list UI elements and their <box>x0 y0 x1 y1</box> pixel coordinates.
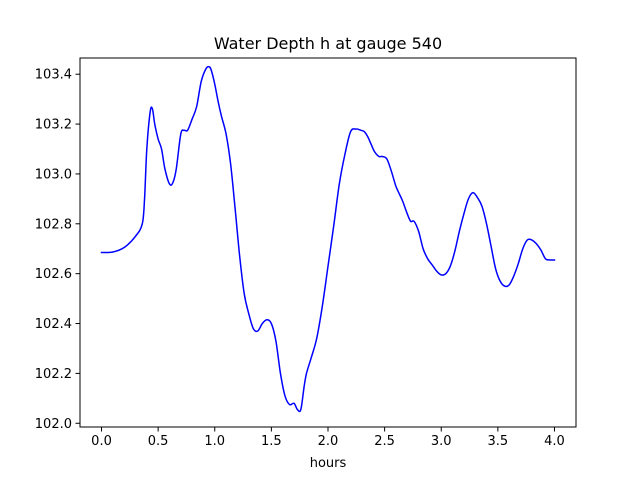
chart-title: Water Depth h at gauge 540 <box>214 34 442 53</box>
y-tick-label: 102.2 <box>35 367 72 382</box>
x-tick-label: 4.0 <box>544 434 565 449</box>
y-tick-label: 103.4 <box>35 68 72 83</box>
y-tick-label: 102.8 <box>35 217 72 232</box>
y-tick-label: 103.2 <box>35 118 72 133</box>
series-line-0 <box>100 65 556 413</box>
y-tick-label: 102.0 <box>35 417 72 432</box>
x-tick-label: 2.5 <box>374 434 395 449</box>
y-tick-label: 102.6 <box>35 267 72 282</box>
x-tick-label: 2.0 <box>318 434 339 449</box>
x-axis-label: hours <box>310 456 347 471</box>
x-tick-label: 3.5 <box>488 434 509 449</box>
y-tick-label: 102.4 <box>35 317 72 332</box>
x-tick-label: 0.5 <box>148 434 169 449</box>
x-tick-label: 1.5 <box>261 434 282 449</box>
x-tick-label: 0.0 <box>91 434 112 449</box>
x-tick-label: 1.0 <box>204 434 225 449</box>
y-tick-label: 103.0 <box>35 167 72 182</box>
plot-area: 0.0 0.5 1.0 1.5 2.0 2.5 3.0 3.5 4.0 102.0 102.2 102… <box>35 57 577 449</box>
x-tick-label: 3.0 <box>431 434 452 449</box>
